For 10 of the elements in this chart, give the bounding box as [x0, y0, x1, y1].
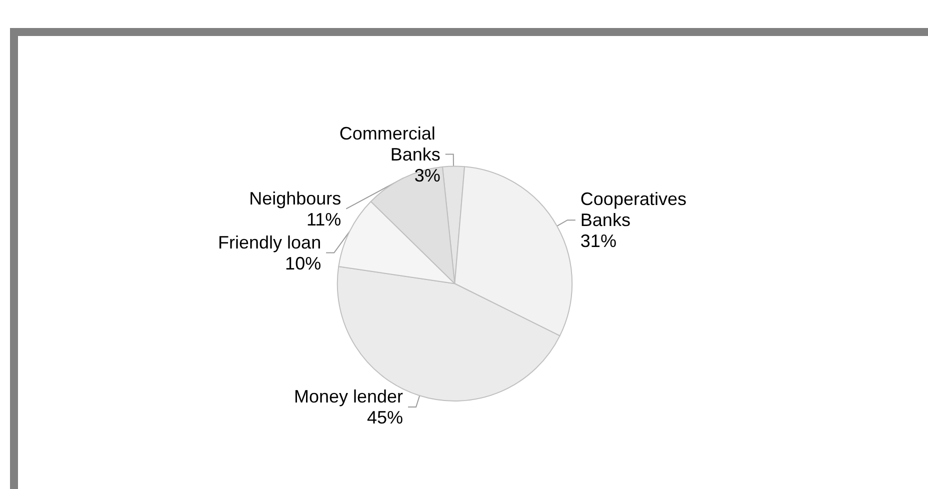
data-label: 31%: [580, 231, 616, 252]
data-label: 45%: [367, 408, 404, 428]
slice-label: Commercial Banks: [339, 123, 440, 164]
data-label: 10%: [285, 253, 322, 274]
data-label: 3%: [414, 165, 440, 186]
data-label: 11%: [306, 209, 342, 230]
slice-label: Cooperatives Banks: [580, 189, 692, 230]
slice-label: Friendly loan: [218, 232, 322, 252]
slice-label: Neighbours: [249, 188, 342, 208]
slice-label: Money lender: [294, 386, 404, 407]
